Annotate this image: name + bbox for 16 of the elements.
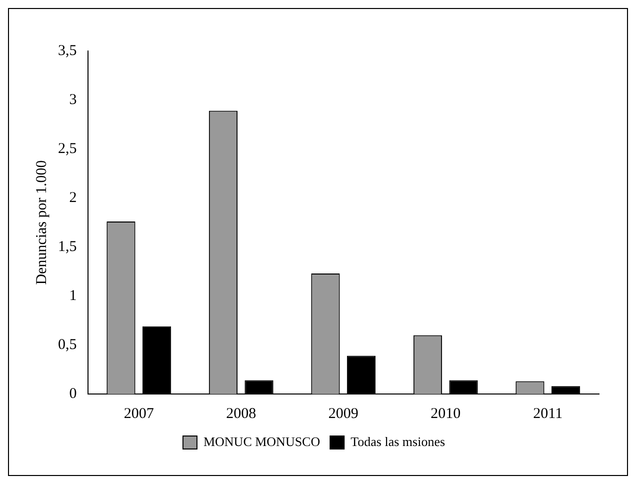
y-tick-label: 2,5 xyxy=(58,140,77,157)
y-tick-label: 0,5 xyxy=(58,336,77,353)
y-tick-label: 1,5 xyxy=(58,238,77,255)
x-tick-label: 2009 xyxy=(328,406,358,422)
y-tick-label: 3 xyxy=(69,92,77,108)
y-tick-label: 0 xyxy=(69,386,77,402)
y-tick-label: 1 xyxy=(69,288,77,304)
legend-label: Todas las msiones xyxy=(350,434,446,449)
legend-label: MONUC MONUSCO xyxy=(203,434,320,449)
y-tick-label: 3,5 xyxy=(58,42,77,59)
x-tick-label: 2011 xyxy=(533,406,563,422)
x-tick-label: 2010 xyxy=(430,406,461,422)
y-axis-title: Denuncias por 1.000 xyxy=(34,160,50,285)
x-tick-label: 2007 xyxy=(124,406,154,422)
y-tick-label: 2 xyxy=(69,190,77,206)
x-tick-label: 2008 xyxy=(226,406,256,422)
